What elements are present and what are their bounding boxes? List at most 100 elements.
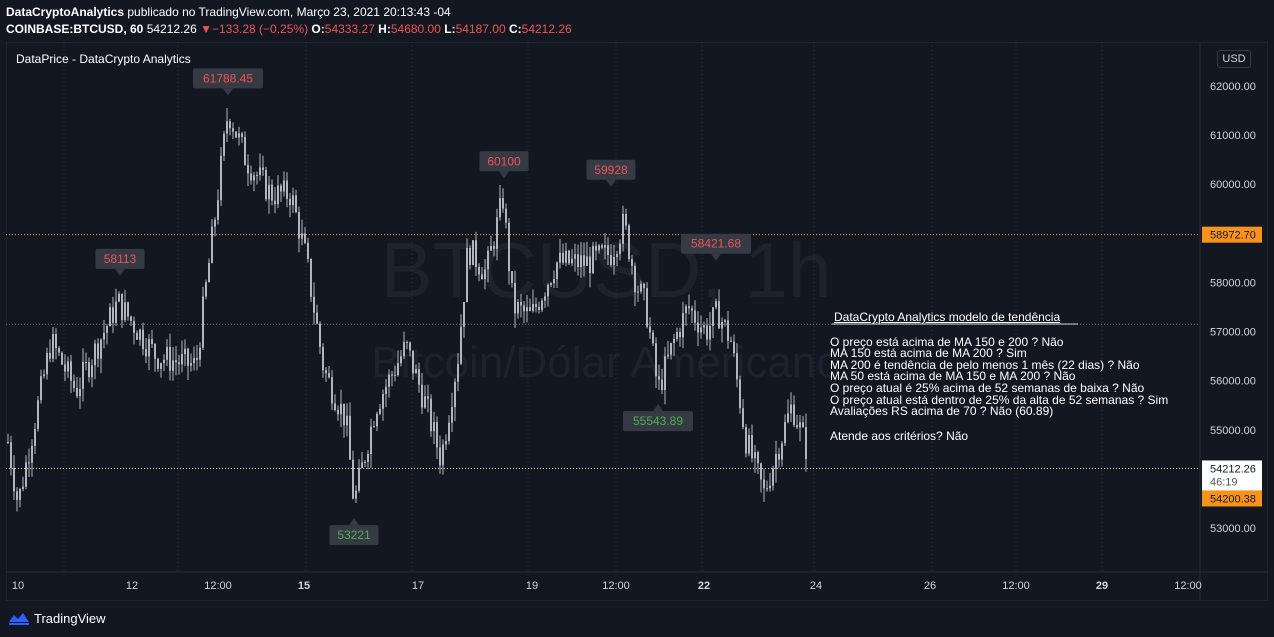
price-tick-label: 62000.00 (1210, 81, 1256, 93)
close-label: C: (508, 22, 522, 36)
author-name[interactable]: DataCryptoAnalytics (6, 5, 125, 19)
candle-body (337, 410, 339, 415)
candle-body (547, 284, 549, 297)
candle-body (589, 256, 591, 274)
time-tick-label: 15 (298, 580, 310, 592)
candle-body (46, 352, 48, 375)
candle-body (706, 325, 708, 340)
pivot-low-label: 53221 (329, 518, 379, 546)
price-chart[interactable]: BTCUSD, 1h Bitcoin/Dólar Americano 62000… (6, 42, 1268, 601)
time-tick-label: 19 (526, 580, 538, 592)
candle-body (661, 379, 663, 391)
candle-body (769, 485, 771, 489)
candle-body (643, 283, 645, 289)
label-pointer (223, 88, 233, 96)
current-price-badge (1202, 460, 1262, 491)
candle-body (523, 305, 525, 312)
time-tick-label: 29 (1096, 580, 1108, 592)
candle-body (580, 255, 582, 268)
indicator-title[interactable]: DataPrice - DataCrypto Analytics (16, 52, 191, 66)
candle-body (784, 422, 786, 444)
candle-body (730, 340, 732, 342)
candle-body (184, 348, 186, 355)
candle-body (607, 245, 609, 255)
watermark-symbol: BTCUSD, 1h (381, 226, 832, 314)
candle-body (334, 403, 336, 411)
candle-body (751, 435, 753, 459)
candle-body (511, 271, 513, 283)
candle-body (403, 341, 405, 357)
currency-button[interactable]: USD (1217, 50, 1251, 68)
candle-body (7, 442, 9, 444)
trend-line: O preço atual está dentro de 25% da alta… (830, 392, 1169, 407)
upper-level-badge (1202, 226, 1262, 243)
candle-body (253, 175, 255, 181)
candle-body (187, 348, 189, 366)
candle-body (652, 332, 654, 344)
candle-body (316, 312, 318, 324)
candle-body (112, 307, 114, 323)
candle-body (415, 369, 417, 374)
candle-body (787, 413, 789, 423)
candle-body (202, 296, 204, 348)
candle-body (226, 121, 228, 134)
candle-body (724, 320, 726, 322)
candle-body (265, 169, 267, 200)
time-tick-label: 12:00 (1002, 580, 1030, 592)
candle-body (529, 307, 531, 311)
candle-body (679, 331, 681, 338)
candle-body (553, 279, 555, 284)
candle-body (682, 313, 684, 338)
candle-body (733, 341, 735, 354)
candle-body (673, 339, 675, 344)
candle-body (766, 488, 768, 490)
candle-body (277, 185, 279, 205)
label-text: 59928 (594, 163, 628, 177)
candle-body (532, 304, 534, 311)
candle-body (136, 332, 138, 340)
label-pointer (349, 518, 359, 526)
candle-body (259, 167, 261, 176)
candle-body (640, 283, 642, 292)
candle-body (148, 339, 150, 357)
time-tick-label: 12:00 (204, 580, 232, 592)
candle-body (25, 462, 27, 487)
candle-body (61, 352, 63, 365)
footer: TradingView (0, 601, 1274, 637)
candle-body (22, 486, 24, 489)
label-pointer (499, 171, 509, 179)
chart-area[interactable]: BTCUSD, 1h Bitcoin/Dólar Americano 62000… (6, 42, 1268, 601)
current-price-value: 54212.26 (1210, 463, 1256, 475)
tradingview-icon (9, 613, 29, 625)
candle-body (439, 447, 441, 466)
candle-body (346, 415, 348, 426)
candle-body (781, 443, 783, 460)
last-price: 54212.26 (146, 22, 197, 36)
candle-body (91, 365, 93, 378)
candle-body (412, 350, 414, 374)
candle-body (451, 407, 453, 423)
tradingview-logo[interactable]: TradingView (8, 610, 106, 626)
vertical-grid (63, 42, 1103, 572)
symbol-label[interactable]: COINBASE:BTCUSD, 60 (6, 22, 144, 36)
pivot-high-label: 59928 (586, 159, 636, 187)
candle-body (400, 356, 402, 364)
candle-body (370, 426, 372, 454)
candle-body (49, 352, 51, 359)
candle-body (538, 306, 540, 310)
candle-body (250, 173, 252, 181)
label-box (681, 233, 751, 254)
candle-body (64, 364, 66, 372)
candle-body (394, 374, 396, 376)
candle-body (634, 265, 636, 293)
candle-body (325, 370, 327, 374)
candle-body (235, 131, 237, 138)
trend-line: MA 200 é tendência de pelo menos 1 mês (… (830, 357, 1140, 372)
trend-line: MA 150 está acima de MA 200 ? Sim (830, 346, 1027, 361)
candle-body (280, 185, 282, 192)
candle-body (709, 325, 711, 340)
candle-body (367, 453, 369, 462)
label-text: 60100 (487, 154, 521, 168)
label-box (586, 159, 636, 180)
candle-body (199, 347, 201, 360)
